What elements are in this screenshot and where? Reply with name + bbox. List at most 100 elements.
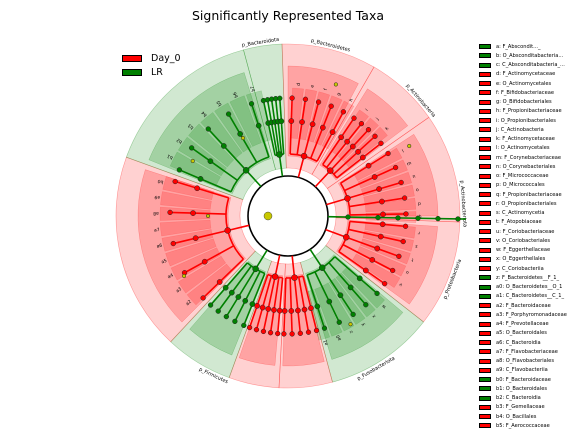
family-sector: [159, 219, 212, 237]
clade-key-text: a9: C_Flavobacteriia: [496, 367, 548, 374]
branch: [223, 145, 247, 171]
phylum-sector: [326, 116, 461, 223]
clade-key-item: a6: C_Bacteroidia: [479, 338, 576, 347]
branch: [342, 243, 373, 261]
tree-node: [377, 233, 384, 240]
clade-key-swatch: [479, 71, 491, 77]
tree-node: [223, 313, 229, 320]
branch: [227, 224, 250, 232]
branch: [297, 155, 305, 178]
tree-node: [402, 223, 409, 229]
branch: [344, 176, 375, 192]
clade-key-swatch: [479, 201, 491, 207]
tree-node: [220, 143, 227, 149]
tree-node: [318, 264, 326, 271]
clade-key-text: a3: F_Porphyromonadaceae: [496, 311, 567, 318]
branch: [301, 99, 307, 123]
family-sector: [169, 151, 221, 186]
branch: [278, 277, 284, 311]
sector-label: k: [384, 126, 390, 132]
branch: [380, 235, 404, 243]
branch: [297, 310, 302, 334]
family-sector: [165, 238, 217, 267]
clade-key-text: q: F_Propionibacteriaceae: [496, 191, 562, 198]
clade-key-swatch: [479, 266, 491, 272]
tree-node: [300, 152, 308, 160]
branch: [321, 267, 342, 296]
branch: [251, 273, 266, 305]
tree-node: [188, 145, 195, 151]
branch: [273, 277, 280, 311]
clade-key-item: t: F_Atopobiaceae: [479, 218, 576, 227]
tree-node: [360, 154, 366, 161]
clade-key-text: a6: C_Bacteroidia: [496, 339, 541, 346]
branch: [243, 303, 254, 326]
branch: [283, 277, 287, 311]
class-sector: [336, 219, 438, 305]
tree-node: [398, 179, 404, 186]
tree-node: [338, 134, 344, 141]
legend-swatch-day0: [122, 54, 142, 62]
sector-label: w: [381, 303, 387, 309]
branch: [276, 310, 281, 334]
tree-node: [321, 325, 328, 331]
branch: [359, 277, 378, 295]
tree-node: [271, 273, 279, 280]
clade-key-swatch: [479, 173, 491, 179]
branch: [173, 237, 196, 245]
clade-key-swatch: [479, 256, 491, 262]
clade-key-item: j: C_Actinobacteria: [479, 125, 576, 134]
tree-node: [415, 215, 421, 221]
clade-key-item: b5: F_Aerococcaceae: [479, 421, 576, 430]
branch: [371, 259, 394, 272]
branch: [262, 100, 270, 124]
clade-key-item: a3: F_Porphyromonadaceae: [479, 310, 576, 319]
clade-key-item: l: O_Actinomycetales: [479, 144, 576, 153]
tree-node: [328, 103, 334, 109]
branch: [314, 271, 330, 302]
tree-node: [401, 195, 408, 201]
tree-node: [205, 126, 211, 132]
sector-label: z: [349, 329, 355, 334]
tree-node: [351, 115, 357, 121]
tree-node: [267, 330, 274, 336]
clade-key-text: d: F_Actinomycetaceae: [496, 71, 556, 78]
branch: [270, 99, 276, 123]
tree-node: [288, 118, 295, 124]
branch: [314, 170, 331, 188]
family-sector: [365, 197, 417, 213]
tree-node: [375, 214, 381, 221]
branch: [291, 255, 296, 278]
branch: [325, 228, 347, 238]
branch: [326, 197, 348, 206]
clade-key-swatch: [479, 414, 491, 420]
tree-node: [176, 167, 183, 173]
branch: [207, 128, 225, 147]
branch: [347, 188, 380, 200]
clade-key-swatch: [479, 404, 491, 410]
branch: [352, 129, 370, 148]
branch: [290, 310, 293, 334]
tree-node: [326, 298, 333, 305]
tree-node: [371, 174, 378, 180]
branch: [248, 305, 258, 328]
tree-node: [380, 211, 386, 218]
sector-label: f: [323, 88, 329, 92]
branch: [349, 200, 383, 208]
clade-key-swatch: [479, 81, 491, 87]
branch: [200, 178, 232, 193]
branch: [289, 121, 293, 155]
group-legend: Day_0 LR: [122, 51, 181, 79]
tree-node: [349, 143, 356, 150]
clade-key-legend: a: F_Abscondit..._ b: O_Absconditabacteri…: [479, 42, 576, 432]
tree-node: [288, 308, 295, 314]
branch: [348, 228, 381, 238]
tree-node: [205, 213, 211, 219]
sector-label: b3: [187, 122, 195, 130]
tree-node: [455, 216, 461, 222]
branch: [290, 98, 293, 122]
clade-key-text: b3: F_Gemellaceae: [496, 404, 545, 411]
tree-node: [225, 111, 232, 117]
branch: [368, 152, 389, 167]
tree-node: [242, 167, 250, 174]
